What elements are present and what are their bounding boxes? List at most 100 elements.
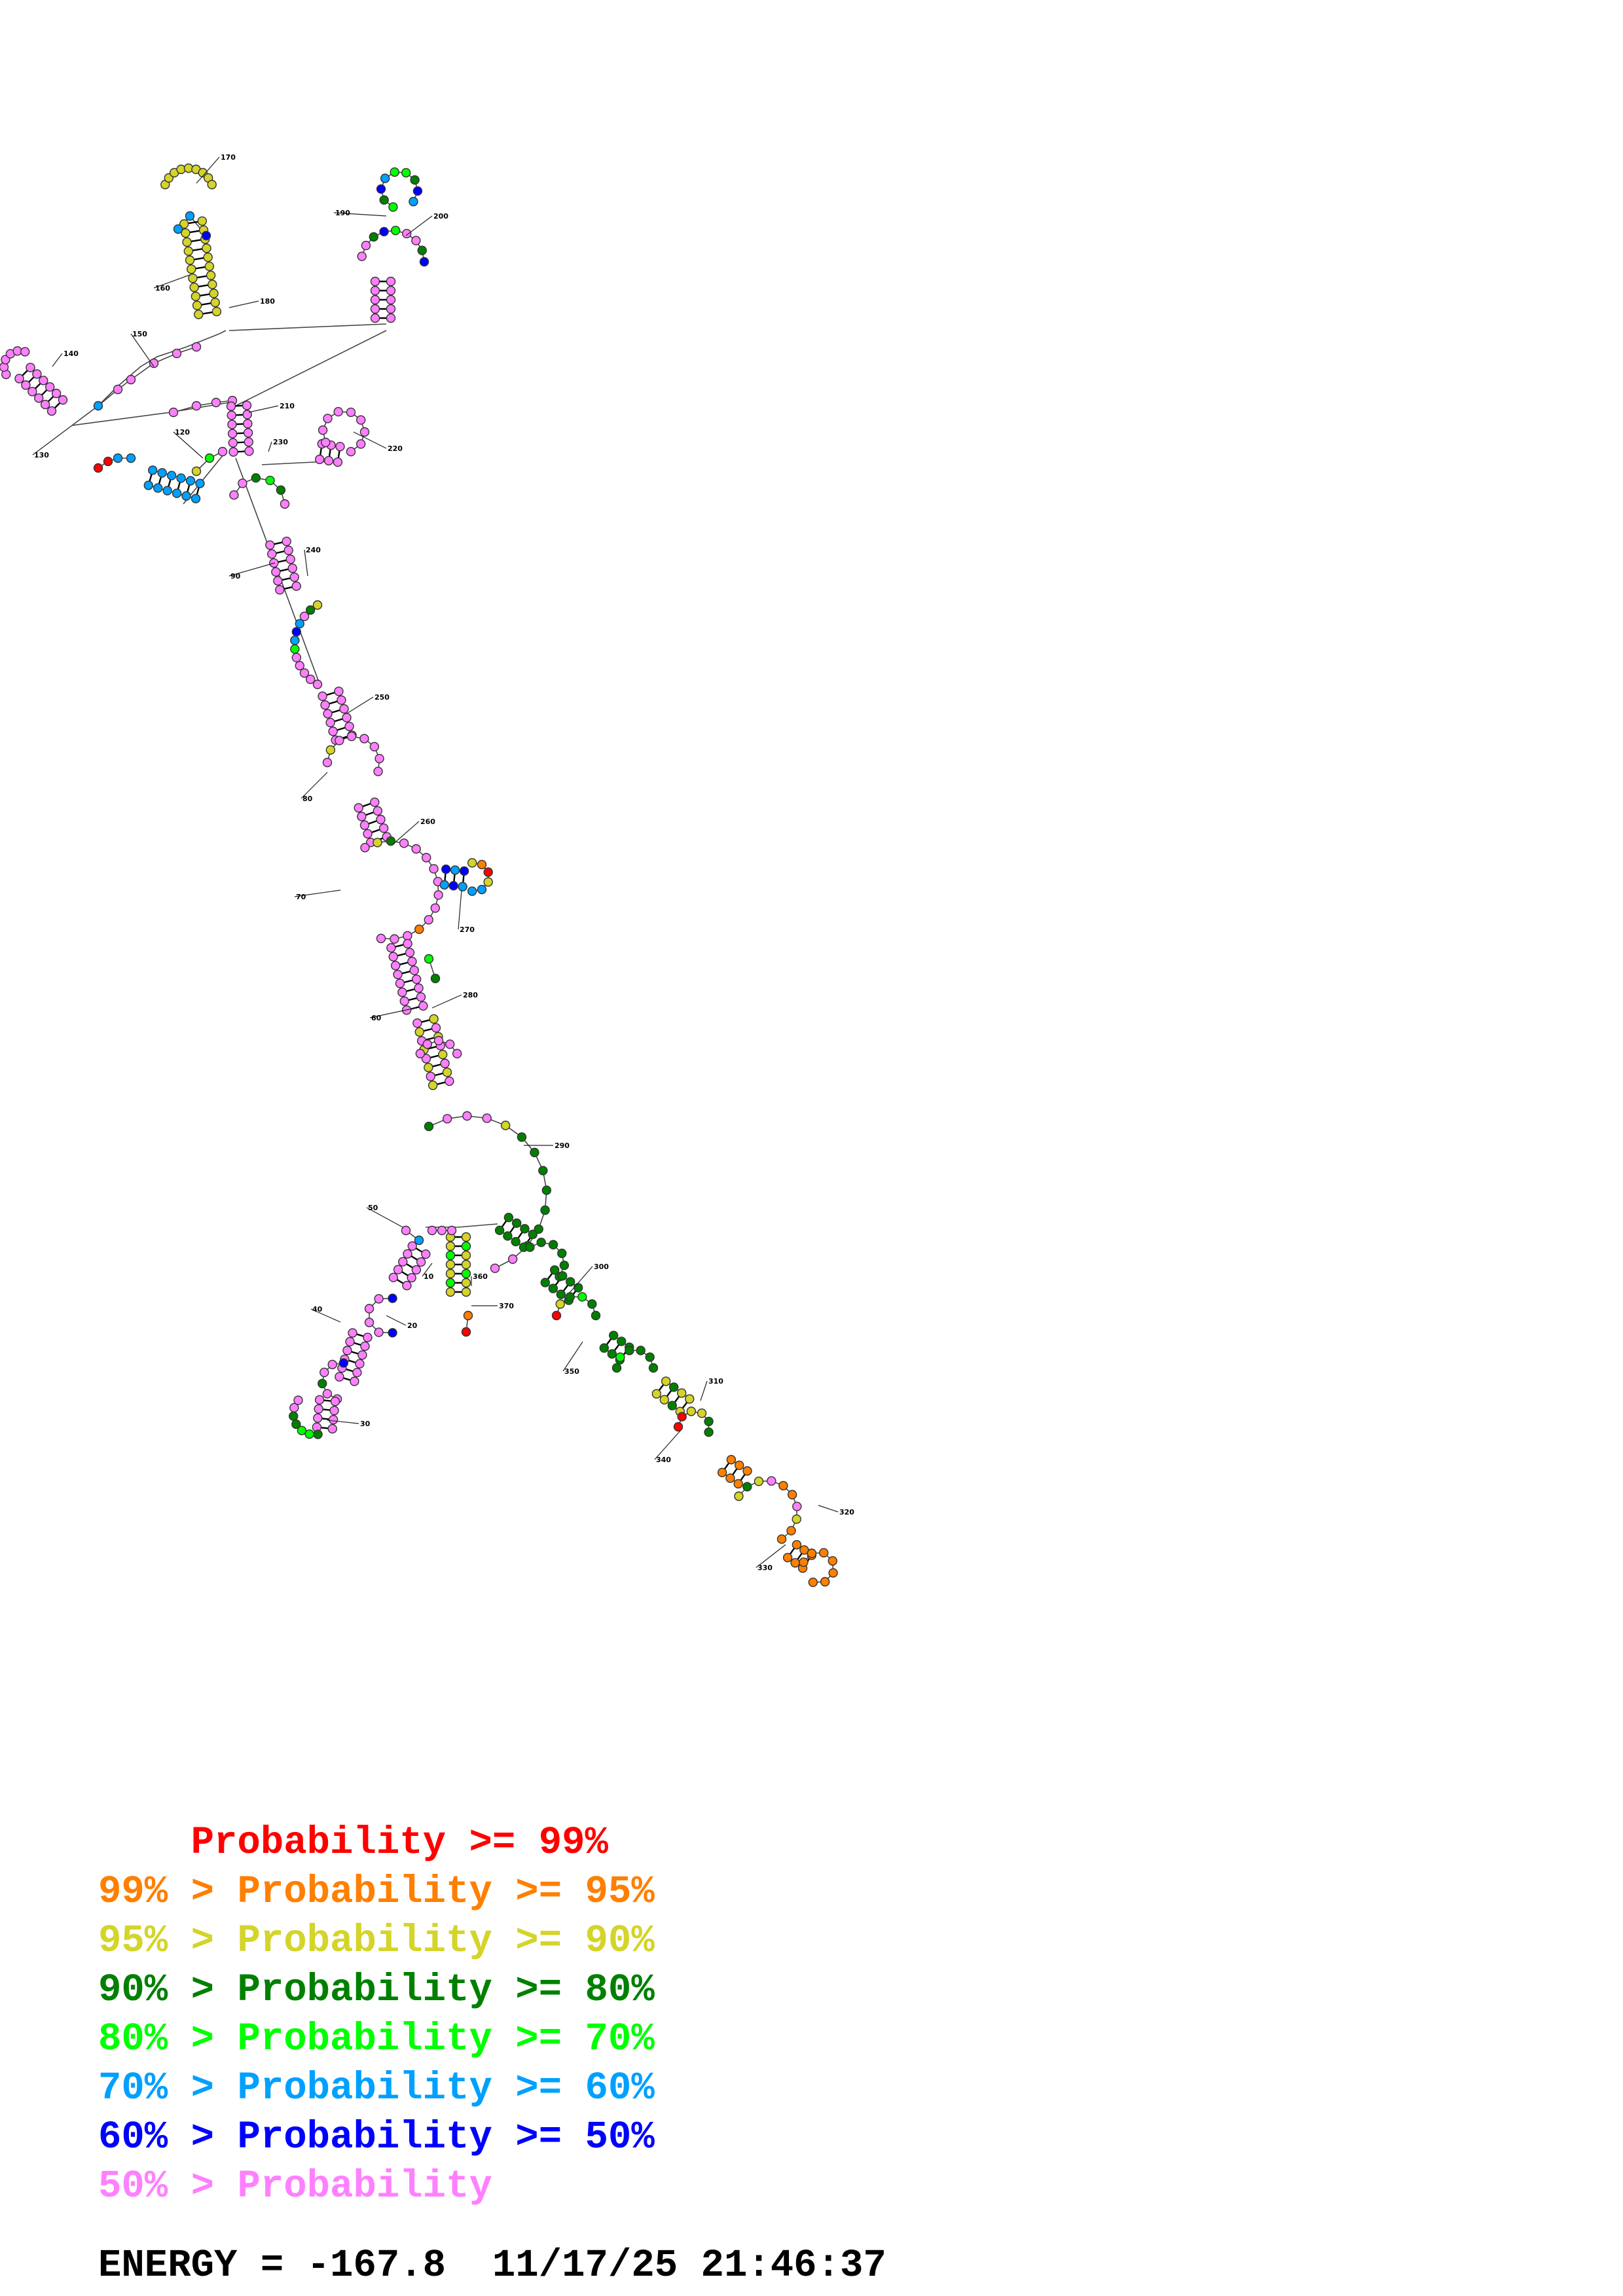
label-tick <box>304 549 308 577</box>
nucleotide-221 <box>483 877 493 887</box>
nucleotide-340 <box>461 1278 471 1288</box>
nucleotide-324 <box>291 1419 301 1429</box>
nucleotide-308 <box>327 1359 337 1370</box>
nucleotide-305 <box>352 1367 362 1378</box>
nucleotide-140 <box>265 475 275 486</box>
nucleotide-82 <box>390 167 399 177</box>
nucleotide-228 <box>395 978 405 988</box>
label-tick <box>422 1263 433 1277</box>
nucleotide-141 <box>276 485 286 495</box>
nucleotide-4 <box>34 393 44 403</box>
nucleotide-265 <box>462 1111 472 1121</box>
nucleotide-12 <box>58 395 68 405</box>
nucleotide-78 <box>388 202 398 212</box>
nucleotide-411 <box>778 1480 788 1491</box>
nucleotide-362 <box>548 1283 558 1293</box>
nucleotide-186 <box>373 766 383 776</box>
nucleotide-146 <box>271 567 281 577</box>
nucleotide-97 <box>242 401 252 410</box>
nucleotide-99 <box>243 419 253 429</box>
nucleotide-208 <box>414 924 424 934</box>
nucleotide-46 <box>211 306 222 317</box>
legend-row-95: 99% > Probability >= 95% <box>98 1870 655 1914</box>
nucleotide-277 <box>407 1241 417 1251</box>
nucleotide-301 <box>363 1333 373 1342</box>
nucleotide-154 <box>291 581 301 591</box>
position-label: 260 <box>420 817 435 826</box>
nucleotide-150 <box>283 545 293 556</box>
nucleotide-354 <box>528 1229 538 1240</box>
nucleotide-385 <box>645 1352 655 1362</box>
position-label: 170 <box>221 153 236 162</box>
nucleotide-188 <box>357 812 367 821</box>
nucleotide-58 <box>201 230 211 241</box>
nucleotide-290 <box>374 1294 384 1304</box>
position-label: 330 <box>757 1564 773 1572</box>
nucleotide-280 <box>393 1265 403 1275</box>
nucleotide-254 <box>437 1049 448 1060</box>
nucleotide-103 <box>143 480 153 490</box>
position-label: 150 <box>132 330 147 338</box>
nucleotide-19 <box>93 401 103 411</box>
nucleotide-321 <box>313 1429 323 1439</box>
nucleotide-396 <box>677 1412 687 1422</box>
nucleotide-87 <box>168 407 179 418</box>
nucleotide-365 <box>550 1265 560 1275</box>
nucleotide-335 <box>461 1232 471 1242</box>
probability-legend: Probability >= 99% 99% > Probability >= … <box>98 1818 655 2211</box>
nucleotide-220 <box>483 867 493 877</box>
nucleotide-174 <box>337 695 346 705</box>
nucleotide-200 <box>399 838 409 848</box>
legend-row-90: 95% > Probability >= 90% <box>98 1919 655 1963</box>
nucleotide-425 <box>819 1548 829 1558</box>
nucleotide-132 <box>346 407 356 418</box>
nucleotide-313 <box>314 1395 325 1405</box>
nucleotide-273 <box>534 1224 543 1234</box>
position-label: 130 <box>34 451 49 459</box>
nucleotide-219 <box>477 859 487 870</box>
nucleotide-263 <box>424 1121 434 1132</box>
nucleotide-287 <box>401 1225 411 1236</box>
label-tick <box>32 425 73 456</box>
position-label: 20 <box>407 1321 418 1330</box>
nucleotide-3 <box>27 387 37 397</box>
position-label: 300 <box>594 1263 609 1271</box>
nucleotide-222 <box>477 884 487 895</box>
nucleotide-142 <box>280 499 290 509</box>
nucleotide-185 <box>374 753 384 764</box>
nucleotide-309 <box>319 1367 329 1378</box>
nucleotide-261 <box>445 1039 455 1049</box>
nucleotide-412 <box>787 1490 797 1499</box>
label-tick <box>458 889 462 930</box>
nucleotide-225 <box>388 952 398 961</box>
nucleotide-215 <box>441 864 451 874</box>
nucleotide-398 <box>697 1408 707 1418</box>
nucleotide-180 <box>325 745 336 755</box>
nucleotide-404 <box>726 1454 737 1465</box>
nucleotide-373 <box>587 1299 597 1309</box>
nucleotide-182 <box>346 731 357 742</box>
legend-row-70: 80% > Probability >= 70% <box>98 2017 655 2061</box>
nucleotide-415 <box>786 1526 796 1535</box>
nucleotide-89 <box>211 397 221 408</box>
nucleotide-286 <box>402 1280 412 1291</box>
nucleotide-66 <box>386 295 396 305</box>
nucleotide-330 <box>445 1250 456 1261</box>
nucleotide-195 <box>378 823 389 833</box>
nucleotide-74 <box>402 228 412 239</box>
position-label: 80 <box>302 795 313 803</box>
position-label: 240 <box>306 546 321 554</box>
label-tick <box>333 212 387 217</box>
nucleotide-260 <box>433 1035 444 1046</box>
label-tick <box>346 696 374 714</box>
label-tick <box>310 1308 341 1323</box>
nucleotide-86 <box>409 196 418 207</box>
nucleotide-407 <box>734 1491 744 1501</box>
nucleotide-352 <box>511 1218 522 1228</box>
nucleotide-44 <box>209 289 219 298</box>
legend-row-low: 50% > Probability <box>98 2164 492 2208</box>
nucleotide-271 <box>541 1185 552 1195</box>
nucleotide-341 <box>461 1287 471 1297</box>
nucleotide-183 <box>359 734 369 744</box>
energy-footer: ENERGY = -167.8 11/17/25 21:46:37 <box>98 2244 886 2287</box>
